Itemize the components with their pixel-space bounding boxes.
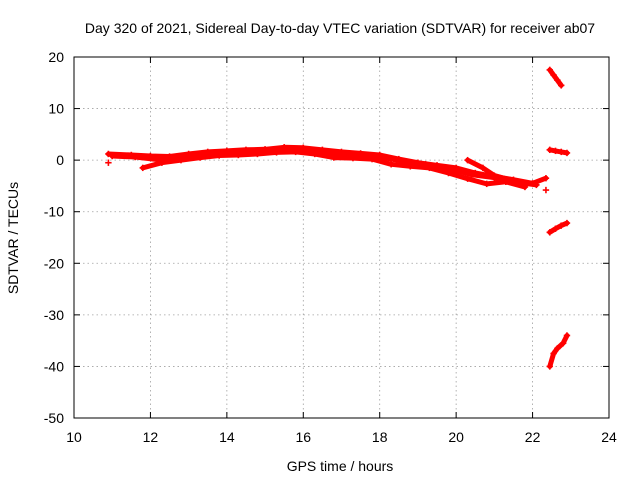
data-layer <box>105 66 571 370</box>
x-tick-label: 16 <box>295 429 311 445</box>
series-arc-20-21 <box>464 156 529 187</box>
series-line <box>547 220 570 235</box>
y-tick-label: -40 <box>44 358 64 374</box>
series-end-segment-d <box>546 332 571 370</box>
x-tick-label: 12 <box>143 429 159 445</box>
plot-frame <box>73 56 610 419</box>
x-tick-label: 14 <box>219 429 235 445</box>
series-end-segment-c <box>546 219 571 236</box>
y-tick-label: -30 <box>44 307 64 323</box>
series-end-segment-b <box>546 146 571 157</box>
x-axis-label: GPS time / hours <box>287 458 394 474</box>
isolated-points <box>105 159 550 194</box>
x-tick-label: 20 <box>448 429 464 445</box>
x-tick-label: 24 <box>601 429 617 445</box>
series-line <box>109 147 539 188</box>
y-tick-label: 10 <box>48 101 64 117</box>
x-tick-label: 18 <box>372 429 388 445</box>
x-tick-label: 10 <box>66 429 82 445</box>
chart-title: Day 320 of 2021, Sidereal Day-to-day VTE… <box>85 20 595 36</box>
y-tick-label: 20 <box>48 49 64 65</box>
x-tick-label: 22 <box>525 429 541 445</box>
y-tick-label: -10 <box>44 204 64 220</box>
series-line <box>547 333 570 369</box>
series-end-segment-a <box>546 66 565 89</box>
y-axis-label: SDTVAR / TECUs <box>5 182 21 294</box>
y-tick-label: -50 <box>44 410 64 426</box>
y-tick-label: 0 <box>56 152 64 168</box>
axis-ticks: 10 12 14 16 18 20 22 24 -50 -40 -30 -20 -10 0 10 20 <box>44 49 617 445</box>
grid <box>74 57 609 418</box>
y-tick-label: -20 <box>44 255 64 271</box>
series-line <box>547 67 564 88</box>
